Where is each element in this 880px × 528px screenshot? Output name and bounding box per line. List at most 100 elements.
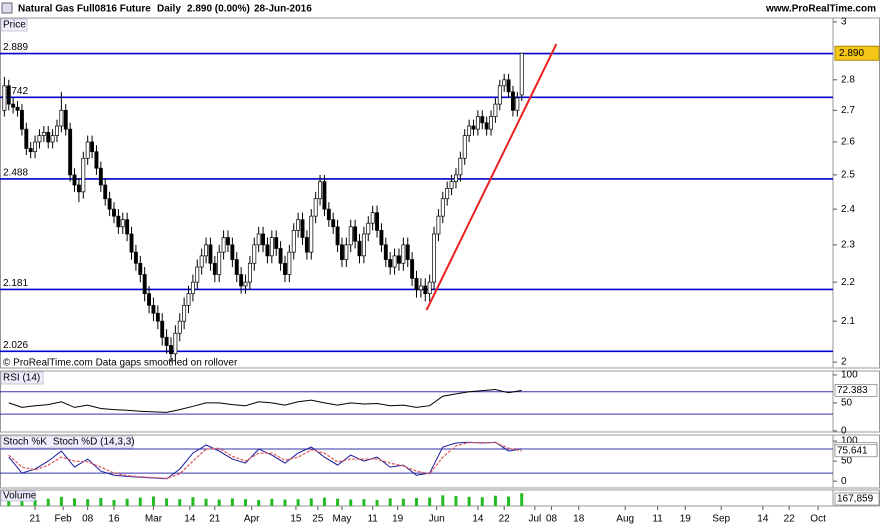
candle-body (169, 345, 173, 355)
candle-body (445, 188, 450, 200)
candle-body (283, 262, 287, 275)
y-tick-label: 100 (841, 370, 858, 381)
candle-body (221, 237, 226, 253)
volume-bar (7, 499, 11, 506)
candle-body (129, 233, 134, 253)
x-tick-label: Jun (429, 514, 445, 525)
volume-bar (336, 498, 340, 506)
candle-body (493, 103, 498, 117)
note: © ProRealTime.com Data gaps smoothed on … (3, 358, 238, 369)
candle-body (112, 208, 116, 217)
volume-bar (204, 498, 208, 506)
panel-label-box (0, 18, 28, 32)
panel-label: Volume (3, 491, 37, 502)
candle-body (252, 244, 257, 264)
candle-body (269, 237, 274, 257)
candle-body (287, 251, 292, 275)
candle-body (33, 141, 38, 153)
volume-bar (441, 495, 445, 506)
candle-body (186, 293, 191, 306)
x-tick-label: Aug (616, 514, 634, 525)
y-tick-label: 50 (841, 456, 853, 467)
instrument: Natural Gas Full0816 Future (18, 4, 151, 15)
candle-body (103, 184, 108, 200)
indicator-line (8, 441, 522, 480)
candle-body (375, 212, 379, 231)
candle-body (239, 274, 244, 287)
volume-bar (322, 497, 326, 506)
x-tick-label: 14 (472, 514, 484, 525)
candle-body (55, 125, 59, 136)
trendline (425, 43, 558, 311)
volume-bar (520, 493, 524, 506)
candle-body (432, 233, 436, 283)
candle-body (502, 79, 507, 87)
volume-bar (401, 498, 405, 506)
candle-body (397, 255, 401, 264)
candle-body (256, 233, 261, 246)
candle-body (72, 174, 77, 186)
volume-bar (86, 499, 90, 506)
x-tick-label: Apr (244, 514, 260, 525)
candle-body (116, 215, 121, 228)
level-label: 2.026 (3, 340, 28, 351)
candle-body (212, 262, 217, 275)
candle-body (484, 122, 489, 130)
candle-body (344, 244, 349, 260)
candle-body (304, 237, 309, 253)
candle-body (85, 141, 90, 159)
candle-body (379, 230, 384, 246)
x-tick-label: Feb (55, 514, 73, 525)
y-tick-label: 3 (841, 17, 847, 28)
candle-body (322, 181, 327, 210)
volume-bar (257, 499, 261, 506)
candle-body (506, 79, 511, 93)
candle-body (370, 212, 375, 224)
candle-body (76, 184, 81, 193)
candle-body (28, 148, 33, 153)
y-tick-label: 2.2 (841, 277, 855, 288)
candle-body (357, 240, 362, 257)
volume-bar (59, 496, 63, 506)
candle-body (46, 131, 51, 143)
candle-body (427, 281, 432, 295)
candle-body (383, 244, 388, 260)
candle-body (217, 251, 222, 275)
candle-body (164, 336, 169, 346)
y-tick-label: 0 (841, 426, 847, 437)
panel-label-box (0, 371, 44, 385)
candle-body (59, 109, 64, 127)
volume-bar (467, 496, 471, 506)
candle-body (234, 259, 239, 275)
y-tick-label: 2.7 (841, 105, 855, 116)
volume-bar (165, 498, 169, 506)
panel-label: RSI (14) (3, 373, 40, 384)
volume-bar (46, 498, 50, 506)
candle-body (388, 259, 393, 268)
x-tick-label: 19 (392, 514, 404, 525)
y-tick-label: 2.1 (841, 316, 855, 327)
candle-body (475, 116, 480, 130)
y-tick-label: 2.8 (841, 74, 855, 85)
y-tick-label: 50 (841, 398, 853, 409)
volume-bar (73, 498, 77, 506)
y-tick-label: 100 (841, 436, 858, 447)
candle-body (519, 52, 524, 96)
candle-body (204, 244, 209, 257)
candle-body (515, 97, 520, 111)
candle-body (24, 128, 29, 149)
value-tag-box (834, 444, 878, 458)
volume-bar (480, 497, 484, 506)
last-price: 2.890 (839, 48, 864, 59)
last-price-box (834, 45, 880, 61)
candle-body (177, 320, 182, 334)
candle-body (366, 222, 371, 235)
volume-bar (375, 499, 379, 506)
candle-body (81, 157, 86, 193)
candle-body (199, 255, 204, 268)
x-tick-label: Jul (528, 514, 541, 525)
x-tick-label: Oct (810, 514, 826, 525)
volume-bar (428, 497, 432, 506)
level-label: 2.889 (3, 42, 28, 53)
candle-body (291, 230, 296, 253)
